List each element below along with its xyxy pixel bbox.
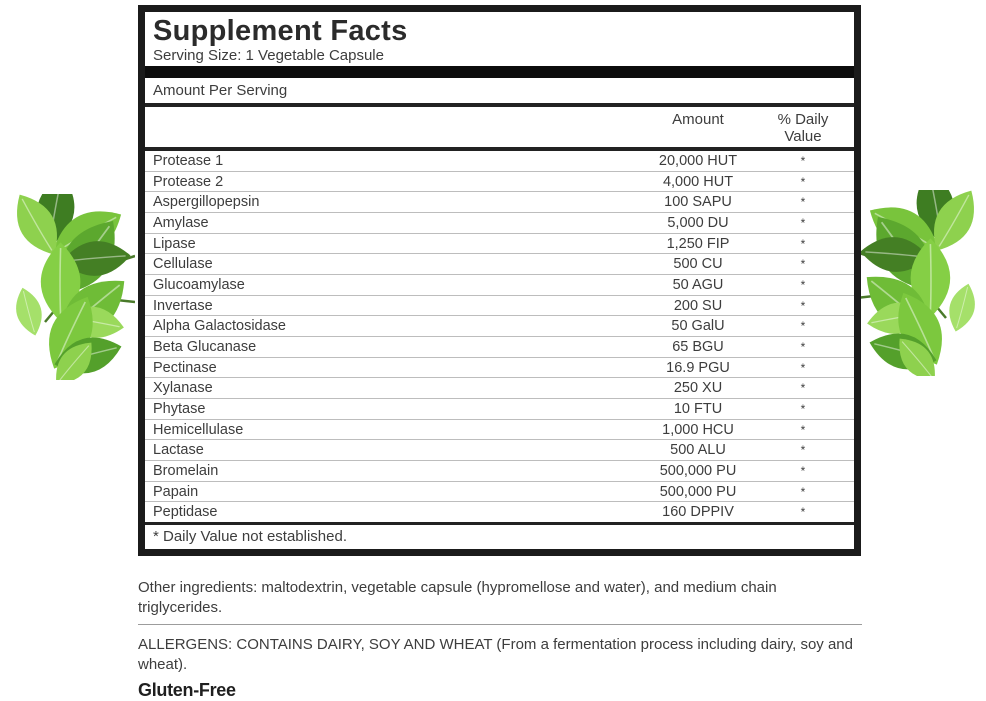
column-header-daily-value: % Daily Value <box>777 111 829 145</box>
ingredient-amount: 16.9 PGU <box>666 359 730 376</box>
ingredient-name: Protease 2 <box>153 173 224 190</box>
ingredient-daily-value: * <box>800 236 806 251</box>
table-row: Papain 500,000 PU * <box>145 482 854 503</box>
ingredient-amount: 250 XU <box>673 380 723 397</box>
ingredient-daily-value: * <box>800 422 806 437</box>
table-row: Xylanase 250 XU * <box>145 378 854 400</box>
ingredient-amount: 50 GalU <box>671 318 725 335</box>
table-row: Aspergillopepsin 100 SAPU * <box>145 192 854 214</box>
leaves-icon <box>5 194 135 380</box>
leaves-decoration-right <box>856 190 986 376</box>
label-footer: Other ingredients: maltodextrin, vegetab… <box>138 578 862 701</box>
ingredient-amount: 160 DPPIV <box>662 504 734 521</box>
ingredient-name: Phytase <box>153 400 206 417</box>
table-row: Lactase 500 ALU * <box>145 440 854 462</box>
allergens-text: ALLERGENS: CONTAINS DAIRY, SOY AND WHEAT… <box>138 636 853 673</box>
table-row: Protease 2 4,000 HUT * <box>145 172 854 193</box>
ingredient-daily-value: * <box>800 360 806 375</box>
leaves-icon <box>856 190 986 376</box>
table-row: Invertase 200 SU * <box>145 296 854 317</box>
ingredient-daily-value: * <box>800 195 806 210</box>
ingredient-amount: 100 SAPU <box>664 194 732 211</box>
ingredient-amount: 4,000 HUT <box>662 173 734 190</box>
ingredient-daily-value: * <box>800 278 806 293</box>
ingredient-name: Amylase <box>153 214 209 231</box>
ingredient-daily-value: * <box>800 381 806 396</box>
ingredient-daily-value: * <box>800 443 806 458</box>
ingredient-amount: 65 BGU <box>672 338 724 355</box>
ingredient-amount: 5,000 DU <box>667 214 729 231</box>
ingredient-name: Invertase <box>153 297 213 314</box>
ingredient-name: Bromelain <box>153 462 219 479</box>
ingredient-name: Xylanase <box>153 380 213 397</box>
table-row: Glucoamylase 50 AGU * <box>145 275 854 296</box>
ingredient-amount: 1,250 FIP <box>666 235 730 252</box>
panel-rows: Protease 1 20,000 HUT * Protease 2 4,000… <box>145 151 854 526</box>
ingredient-daily-value: * <box>800 505 806 520</box>
ingredient-name: Protease 1 <box>153 152 224 169</box>
column-header-row: Amount % Daily Value <box>145 107 854 151</box>
supplement-facts-panel: Supplement Facts Serving Size: 1 Vegetab… <box>138 5 861 556</box>
ingredient-amount: 500 CU <box>673 256 723 273</box>
thick-divider-bar <box>145 66 854 78</box>
ingredient-amount: 200 SU <box>673 297 723 314</box>
table-row: Alpha Galactosidase 50 GalU * <box>145 316 854 338</box>
ingredient-amount: 10 FTU <box>673 400 723 417</box>
column-header-amount: Amount <box>672 111 724 128</box>
table-row: Bromelain 500,000 PU * <box>145 461 854 482</box>
gluten-free-text: Gluten-Free <box>138 680 236 700</box>
ingredient-daily-value: * <box>800 340 806 355</box>
ingredient-amount: 500,000 PU <box>659 462 737 479</box>
table-row: Beta Glucanase 65 BGU * <box>145 337 854 358</box>
table-row: Phytase 10 FTU * <box>145 399 854 420</box>
ingredient-name: Pectinase <box>153 359 217 376</box>
ingredient-name: Peptidase <box>153 504 218 521</box>
footer-divider <box>138 624 862 625</box>
table-row: Hemicellulase 1,000 HCU * <box>145 420 854 441</box>
ingredient-amount: 500 ALU <box>670 442 726 459</box>
ingredient-daily-value: * <box>800 154 806 168</box>
ingredient-name: Lipase <box>153 235 196 252</box>
ingredient-amount: 1,000 HCU <box>662 421 734 438</box>
panel-title: Supplement Facts <box>153 15 408 47</box>
ingredient-daily-value: * <box>800 174 806 189</box>
leaves-decoration-left <box>5 194 135 380</box>
table-row: Lipase 1,250 FIP * <box>145 234 854 255</box>
serving-size-text: Serving Size: 1 Vegetable Capsule <box>153 47 384 64</box>
ingredient-daily-value: * <box>800 464 806 479</box>
ingredient-daily-value: * <box>800 216 806 231</box>
ingredient-daily-value: * <box>800 402 806 417</box>
ingredient-daily-value: * <box>800 257 806 272</box>
ingredient-name: Papain <box>153 483 199 500</box>
ingredient-name: Cellulase <box>153 256 213 273</box>
ingredient-daily-value: * <box>800 319 806 334</box>
other-ingredients-text: Other ingredients: maltodextrin, vegetab… <box>138 579 777 616</box>
table-row: Cellulase 500 CU * <box>145 254 854 276</box>
ingredient-amount: 50 AGU <box>672 276 724 293</box>
ingredient-name: Lactase <box>153 442 204 459</box>
table-row: Amylase 5,000 DU * <box>145 213 854 234</box>
ingredient-name: Beta Glucanase <box>153 338 257 355</box>
panel-header: Supplement Facts Serving Size: 1 Vegetab… <box>145 12 854 66</box>
ingredient-name: Aspergillopepsin <box>153 194 260 211</box>
ingredient-amount: 500,000 PU <box>659 483 737 500</box>
table-row: Peptidase 160 DPPIV * <box>145 502 854 526</box>
ingredient-name: Hemicellulase <box>153 421 244 438</box>
amount-per-serving-label: Amount Per Serving <box>145 78 854 107</box>
daily-value-footnote: * Daily Value not established. <box>153 528 348 545</box>
ingredient-daily-value: * <box>800 484 806 499</box>
table-row: Pectinase 16.9 PGU * <box>145 358 854 379</box>
ingredient-daily-value: * <box>800 298 806 313</box>
table-row: Protease 1 20,000 HUT * <box>145 151 854 172</box>
ingredient-name: Alpha Galactosidase <box>153 318 286 335</box>
ingredient-amount: 20,000 HUT <box>658 152 738 169</box>
ingredient-name: Glucoamylase <box>153 276 245 293</box>
